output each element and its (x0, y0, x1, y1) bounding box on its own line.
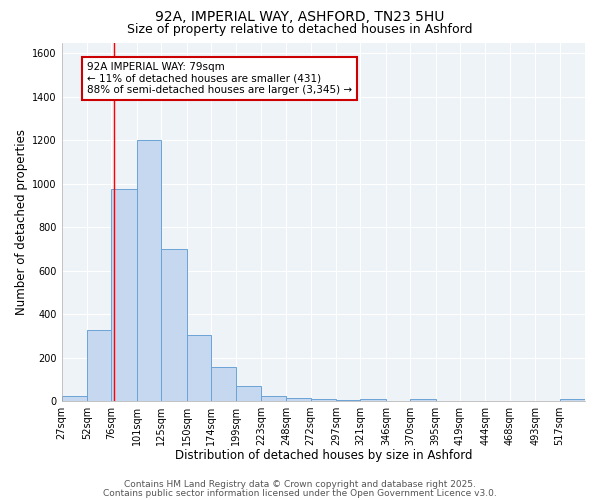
Y-axis label: Number of detached properties: Number of detached properties (15, 128, 28, 314)
Text: Contains HM Land Registry data © Crown copyright and database right 2025.: Contains HM Land Registry data © Crown c… (124, 480, 476, 489)
Text: Size of property relative to detached houses in Ashford: Size of property relative to detached ho… (127, 22, 473, 36)
Bar (62, 396, 87, 401)
Bar (410, 399, 436, 401)
Bar (87, 330, 112, 401)
Bar (560, 399, 585, 401)
Text: 92A, IMPERIAL WAY, ASHFORD, TN23 5HU: 92A, IMPERIAL WAY, ASHFORD, TN23 5HU (155, 10, 445, 24)
Bar (112, 189, 137, 401)
Bar (361, 399, 386, 401)
Bar (187, 334, 211, 401)
Bar (211, 368, 236, 401)
Bar (311, 399, 336, 401)
Bar (336, 400, 361, 401)
X-axis label: Distribution of detached houses by size in Ashford: Distribution of detached houses by size … (175, 450, 472, 462)
Text: 92A IMPERIAL WAY: 79sqm
← 11% of detached houses are smaller (431)
88% of semi-d: 92A IMPERIAL WAY: 79sqm ← 11% of detache… (87, 62, 352, 96)
Bar (137, 140, 161, 401)
Bar (286, 398, 311, 401)
Bar (236, 386, 261, 401)
Bar (161, 249, 187, 401)
Bar (261, 396, 286, 401)
Text: Contains public sector information licensed under the Open Government Licence v3: Contains public sector information licen… (103, 488, 497, 498)
